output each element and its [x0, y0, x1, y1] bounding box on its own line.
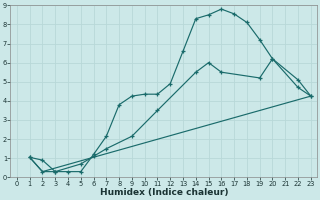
X-axis label: Humidex (Indice chaleur): Humidex (Indice chaleur): [100, 188, 228, 197]
